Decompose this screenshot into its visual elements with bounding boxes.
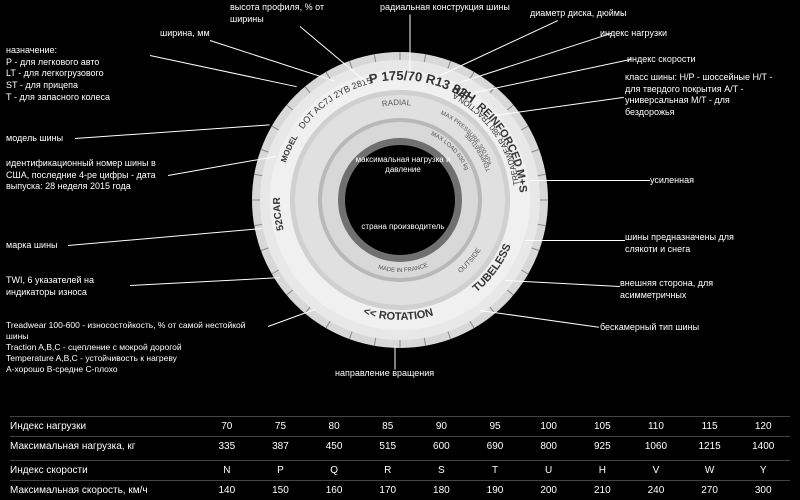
label-treadwear-desc: Treadwear 100-600 - износостойкость, % о… [6,320,266,375]
cell: 515 [361,441,415,452]
cell: 387 [254,441,308,452]
cell: H [575,465,629,476]
leader-line [530,180,650,181]
cell: 110 [629,421,683,432]
label-speedidx: индекс скорости [627,54,696,66]
cell: 690 [468,441,522,452]
cell: N [200,465,254,476]
cell: 95 [468,421,522,432]
label-tubeless: бескамерный тип шины [600,322,699,334]
label-class: класс шины: H/P - шоссейные H/T - для тв… [625,72,775,119]
label-profile: высота профиля, % от ширины [230,2,350,25]
cell: 115 [683,421,737,432]
table-row: Индекс нагрузки 70 75 80 85 90 95 100 10… [10,416,790,436]
cell: 75 [254,421,308,432]
label-brand-text: марка шины [6,240,58,252]
cell: 70 [200,421,254,432]
specs-table: Индекс нагрузки 70 75 80 85 90 95 100 10… [10,416,790,500]
leader-line [68,228,262,246]
label-reinforced: усиленная [650,175,694,187]
label-twi: TWI, 6 указателей на индикаторы износа [6,275,136,298]
cell: Q [307,465,361,476]
cell: U [522,465,576,476]
cell: 90 [415,421,469,432]
label-width: ширина, мм [160,28,210,40]
cell: 270 [683,485,737,496]
cell: 1400 [736,441,790,452]
cell: 925 [575,441,629,452]
row-header: Индекс нагрузки [10,421,200,432]
leader-line [410,15,411,75]
cell: 240 [629,485,683,496]
cell: S [415,465,469,476]
row-header: Максимальная скорость, км/ч [10,485,200,496]
label-ms: шины предназначены для слякоти и снега [625,232,765,255]
row-header: Максимальная нагрузка, кг [10,441,200,452]
leader-line [75,124,270,139]
cell: 140 [200,485,254,496]
label-outside: внешняя сторона, для асимметричных [620,278,760,301]
cell: 150 [254,485,308,496]
cell: 100 [522,421,576,432]
tire-diagram: P 175/70 R13 82H RADIAL H/P REINFORCED M… [250,50,550,350]
cell: 190 [468,485,522,496]
label-rotation-dir: направление вращения [335,368,434,380]
cell: 120 [736,421,790,432]
cell: V [629,465,683,476]
cell: P [254,465,308,476]
table-row: Индекс скорости N P Q R S T U H V W Y [10,460,790,480]
table-row: Максимальная нагрузка, кг 335 387 450 51… [10,436,790,456]
cell: 105 [575,421,629,432]
cell: W [683,465,737,476]
svg-text:RADIAL: RADIAL [381,98,412,109]
tire-svg: P 175/70 R13 82H RADIAL H/P REINFORCED M… [250,50,550,350]
leader-line [525,240,625,241]
cell: Y [736,465,790,476]
label-id: идентификационный номер шины в США, посл… [6,158,166,193]
cell: 300 [736,485,790,496]
tire-radial: RADIAL [381,98,412,109]
cell: 80 [307,421,361,432]
cell: 800 [522,441,576,452]
cell: T [468,465,522,476]
label-radial: радиальная конструкция шины [380,2,510,14]
cell: 600 [415,441,469,452]
cell: 85 [361,421,415,432]
label-disc: диаметр диска, дюймы [530,8,626,20]
cell: 450 [307,441,361,452]
row-header: Индекс скорости [10,465,200,476]
cell: 210 [575,485,629,496]
cell: 335 [200,441,254,452]
cell: 180 [415,485,469,496]
leader-line [395,346,396,370]
cell: 1060 [629,441,683,452]
cell: 160 [307,485,361,496]
label-purpose: назначение: Р - для легкового авто LT - … [6,45,146,103]
label-model: модель шины [6,133,63,145]
cell: 200 [522,485,576,496]
table-row: Максимальная скорость, км/ч 140 150 160 … [10,480,790,500]
cell: R [361,465,415,476]
cell: 170 [361,485,415,496]
center-label-2: страна производитель [353,222,453,232]
cell: 1215 [683,441,737,452]
center-label-1: максимальная нагрузка и давление [353,155,453,176]
